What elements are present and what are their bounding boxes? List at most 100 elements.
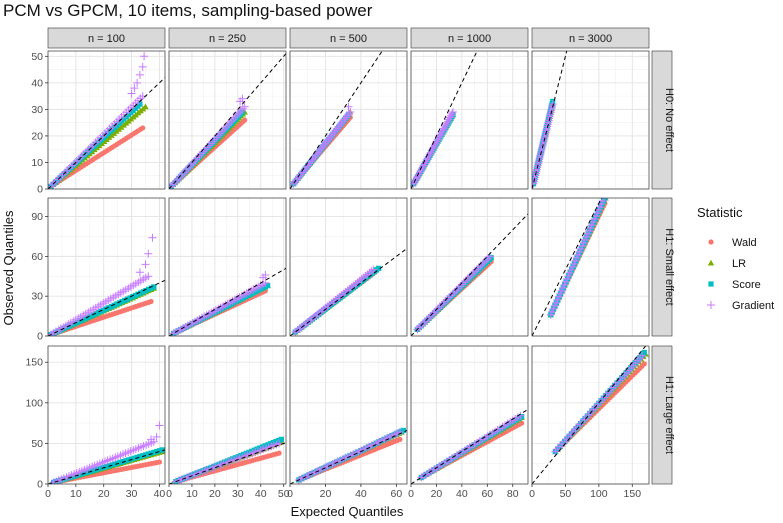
data-point-score	[249, 448, 255, 454]
x-tick-label: 20	[320, 488, 332, 500]
x-tick-label: 10	[186, 488, 198, 500]
data-point-score	[132, 292, 138, 299]
panel-border	[289, 50, 408, 190]
reference-line	[411, 51, 478, 189]
facet-strip-column-label: n = 1000	[448, 33, 491, 45]
data-point-gradient	[351, 280, 360, 289]
data-point-score	[151, 284, 157, 290]
data-point-score	[69, 322, 75, 328]
facet-strip-row	[651, 197, 673, 337]
panel-background	[290, 198, 407, 336]
y-tick-label: 50	[31, 51, 43, 63]
legend-marker-wald	[708, 239, 714, 245]
facet-strip-column	[410, 27, 529, 49]
facet-strip-column-label: n = 100	[88, 33, 125, 45]
data-point-gradient	[223, 121, 232, 130]
panel-background	[411, 346, 528, 484]
legend: Statistic Wald LR Score Gradient	[697, 205, 774, 314]
data-point-gradient	[433, 135, 442, 144]
data-point-score	[131, 455, 137, 461]
legend-title: Statistic	[697, 205, 743, 220]
reference-line	[290, 247, 407, 336]
data-point-score	[156, 448, 163, 454]
legend-marker-score	[708, 281, 714, 287]
panel-data	[546, 198, 609, 319]
data-point-gradient	[446, 291, 455, 300]
data-point-score	[154, 448, 160, 455]
panel-border	[531, 50, 650, 190]
data-point-score	[339, 457, 345, 463]
data-point-gradient	[443, 295, 452, 304]
x-axis-title: Expected Quantiles	[291, 504, 404, 519]
y-tick-label: 30	[31, 291, 43, 303]
data-point-score	[336, 458, 342, 464]
facet-strip-row-label: H1: Small effect	[663, 228, 675, 305]
legend-label-score: Score	[732, 279, 761, 291]
data-point-score	[145, 286, 152, 292]
y-tick-label: 10	[31, 157, 43, 169]
data-point-gradient	[144, 272, 153, 281]
reference-line	[532, 198, 603, 336]
x-tick-label: 20	[209, 488, 221, 500]
x-tick-label: 40	[456, 488, 468, 500]
data-point-score	[259, 444, 266, 450]
panel-background	[48, 51, 165, 189]
data-point-gradient	[275, 439, 284, 448]
data-point-score	[130, 294, 136, 300]
data-point-gradient	[469, 269, 478, 278]
panel-border	[47, 345, 166, 485]
data-point-gradient	[195, 151, 204, 160]
data-point-score	[101, 307, 107, 313]
data-point-score	[148, 450, 154, 456]
data-point-lr	[142, 103, 149, 110]
data-point-gradient	[465, 272, 474, 281]
data-point-gradient	[261, 278, 270, 287]
data-point-score	[602, 198, 608, 201]
data-point-gradient	[447, 109, 456, 118]
data-point-gradient	[229, 114, 238, 123]
data-point-gradient	[225, 119, 234, 128]
facet-strip-column	[168, 27, 287, 49]
data-point-gradient	[417, 164, 426, 173]
data-point-score	[119, 299, 125, 305]
data-point-score	[124, 296, 131, 302]
data-point-score	[270, 440, 276, 446]
data-point-score	[95, 310, 101, 316]
data-point-gradient	[317, 307, 326, 316]
data-point-score	[98, 308, 104, 315]
x-tick-label: 60	[481, 488, 493, 500]
data-point-score	[116, 300, 123, 306]
data-point-score	[114, 301, 120, 307]
data-point-score	[70, 473, 76, 480]
reference-line	[411, 213, 528, 336]
x-tick-label: 0	[166, 488, 172, 500]
data-point-gradient	[135, 268, 144, 277]
facet-panel	[410, 50, 529, 190]
y-tick-label: 60	[31, 251, 43, 263]
data-point-gradient	[235, 108, 244, 117]
data-point-score	[254, 446, 260, 452]
legend-label-lr: LR	[732, 258, 746, 270]
data-point-gradient	[457, 280, 466, 289]
y-tick-label: 0	[37, 479, 43, 491]
data-point-gradient	[440, 122, 449, 131]
data-point-gradient	[186, 161, 195, 170]
data-point-score	[145, 451, 151, 457]
data-point-score	[216, 461, 222, 467]
panel-data	[551, 349, 649, 456]
panel-border	[410, 50, 529, 190]
facet-panel	[531, 50, 650, 190]
data-point-gradient	[309, 313, 318, 322]
data-point-score	[257, 445, 263, 451]
data-point-gradient	[188, 159, 196, 168]
data-point-gradient	[435, 131, 444, 140]
panel-border	[168, 197, 287, 337]
x-tick-label: 150	[624, 488, 642, 500]
data-point-gradient	[415, 323, 424, 332]
facet-panel	[168, 197, 287, 337]
data-point-score	[111, 302, 117, 308]
x-tick-label: 60	[391, 488, 403, 500]
panel-border	[47, 197, 166, 337]
data-point-score	[87, 313, 94, 319]
